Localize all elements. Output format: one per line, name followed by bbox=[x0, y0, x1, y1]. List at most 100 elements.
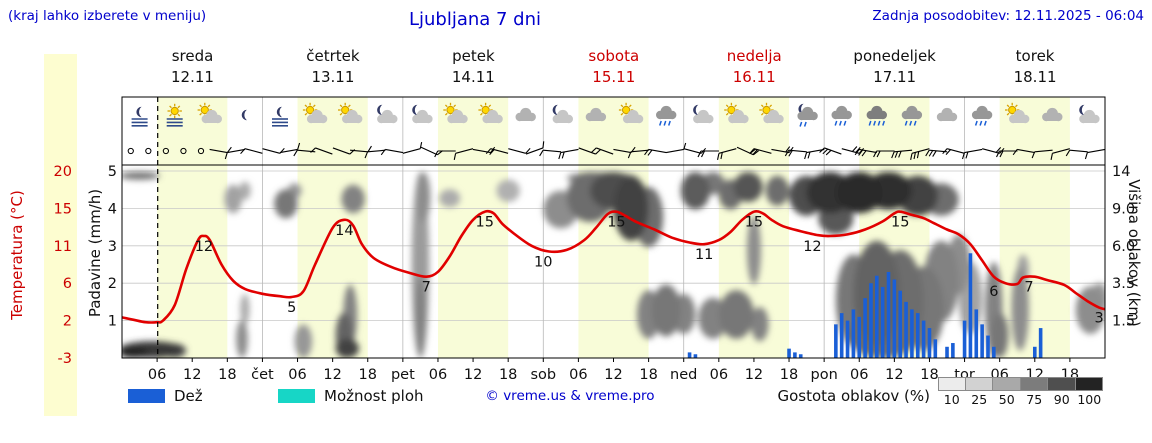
svg-text:15: 15 bbox=[54, 201, 72, 217]
day-date: 18.11 bbox=[1013, 68, 1057, 86]
day-date: 12.11 bbox=[171, 68, 214, 86]
day-header-četrtek: četrtek 13.11 bbox=[262, 46, 403, 88]
wind-barbs-row bbox=[127, 141, 1106, 161]
day-date: 13.11 bbox=[311, 68, 355, 86]
svg-text:3.5: 3.5 bbox=[1112, 276, 1135, 292]
svg-text:3: 3 bbox=[1095, 311, 1104, 327]
day-name: nedelja bbox=[726, 47, 782, 65]
density-label: 90 bbox=[1053, 392, 1070, 407]
svg-text:18: 18 bbox=[359, 367, 377, 383]
density-swatch-25 bbox=[965, 377, 993, 391]
svg-text:5: 5 bbox=[287, 300, 296, 316]
svg-text:12: 12 bbox=[885, 367, 903, 383]
moon-cloud-icon bbox=[693, 104, 714, 124]
copyright-link[interactable]: © vreme.us & vreme.pro bbox=[485, 388, 655, 404]
density-swatch-75 bbox=[1020, 377, 1048, 391]
page-title: Ljubljana 7 dni bbox=[408, 9, 542, 30]
moon-cloud-icon bbox=[1079, 104, 1100, 124]
day-name: torek bbox=[1015, 47, 1055, 65]
moon-cloud-icon bbox=[377, 104, 398, 124]
density-swatch-10 bbox=[938, 377, 966, 391]
moon-cloud-icon bbox=[552, 104, 573, 124]
sun-cloud-icon bbox=[618, 102, 644, 124]
svg-text:7: 7 bbox=[422, 280, 431, 296]
svg-text:3: 3 bbox=[108, 239, 117, 255]
weather-icons-row bbox=[131, 102, 1100, 127]
svg-text:12: 12 bbox=[323, 367, 341, 383]
svg-text:6: 6 bbox=[63, 276, 72, 292]
cloud-rain-icon bbox=[831, 105, 852, 126]
svg-text:9.0: 9.0 bbox=[1112, 201, 1135, 217]
day-name: ponedeljek bbox=[853, 47, 936, 65]
moon-cloud-rain-icon bbox=[797, 103, 818, 127]
rain-legend-label: Dež bbox=[174, 387, 203, 405]
svg-text:15: 15 bbox=[745, 215, 763, 231]
cloud-rain-icon bbox=[971, 105, 993, 126]
svg-text:11: 11 bbox=[695, 247, 713, 263]
density-swatch-100 bbox=[1075, 377, 1103, 391]
moon-cloud-icon bbox=[412, 104, 433, 124]
svg-text:18: 18 bbox=[639, 367, 657, 383]
sun-cloud-icon bbox=[1005, 102, 1030, 124]
cloud-rain-icon bbox=[901, 105, 923, 126]
svg-text:06: 06 bbox=[710, 367, 728, 383]
day-header-torek: torek 18.11 bbox=[965, 46, 1106, 88]
density-swatch-50 bbox=[993, 377, 1021, 391]
svg-text:2: 2 bbox=[108, 276, 117, 292]
density-label: 50 bbox=[998, 392, 1015, 407]
svg-text:18: 18 bbox=[920, 367, 938, 383]
temperature-curve bbox=[122, 209, 1105, 324]
svg-text:12: 12 bbox=[195, 239, 213, 255]
density-label: 25 bbox=[971, 392, 988, 407]
svg-text:12: 12 bbox=[464, 367, 482, 383]
axis-tick-labels: 5 4 3 2 1 20 15 11 6 2 -3 14 9.0 6.0 3.5 1.5 bbox=[54, 164, 1136, 367]
svg-text:ned: ned bbox=[670, 367, 697, 383]
svg-text:sob: sob bbox=[530, 367, 556, 383]
day-header-nedelja: nedelja 16.11 bbox=[684, 46, 825, 88]
sun-cloud-icon bbox=[302, 102, 328, 124]
cloud-heavy-rain-icon bbox=[866, 105, 887, 126]
density-label: 75 bbox=[1026, 392, 1043, 407]
temperature-point-labels: 12 5 14 7 15 10 15 11 15 12 15 6 7 3 bbox=[195, 215, 1104, 327]
svg-text:06: 06 bbox=[850, 367, 868, 383]
showers-legend-label: Možnost ploh bbox=[324, 387, 424, 405]
svg-text:11: 11 bbox=[54, 239, 72, 255]
svg-text:6.0: 6.0 bbox=[1112, 239, 1135, 255]
svg-text:15: 15 bbox=[476, 215, 494, 231]
cloud-icon bbox=[936, 107, 958, 122]
svg-text:1: 1 bbox=[108, 314, 117, 330]
sun-cloud-icon bbox=[724, 102, 749, 124]
svg-text:15: 15 bbox=[891, 215, 909, 231]
svg-text:12: 12 bbox=[183, 367, 201, 383]
svg-text:12: 12 bbox=[745, 367, 763, 383]
day-name: sobota bbox=[588, 47, 640, 65]
svg-text:20: 20 bbox=[54, 164, 72, 180]
svg-text:06: 06 bbox=[569, 367, 587, 383]
cloud-icon bbox=[515, 107, 536, 122]
svg-text:06: 06 bbox=[429, 367, 447, 383]
svg-text:14: 14 bbox=[1112, 164, 1130, 180]
density-swatch-90 bbox=[1048, 377, 1076, 391]
day-header-petek: petek 14.11 bbox=[403, 46, 544, 88]
svg-text:-3: -3 bbox=[58, 351, 72, 367]
svg-text:6: 6 bbox=[989, 284, 998, 300]
moon-fog-icon bbox=[131, 106, 148, 127]
rain-bars bbox=[687, 253, 1043, 358]
svg-text:18: 18 bbox=[780, 367, 798, 383]
sun-cloud-icon bbox=[338, 102, 363, 124]
svg-text:18: 18 bbox=[218, 367, 236, 383]
showers-legend-swatch bbox=[278, 389, 315, 403]
svg-text:1.5: 1.5 bbox=[1112, 314, 1135, 330]
svg-text:14: 14 bbox=[335, 223, 353, 239]
density-cell: 10 bbox=[938, 377, 966, 407]
day-date: 14.11 bbox=[451, 68, 495, 86]
density-label: 100 bbox=[1077, 392, 1102, 407]
rain-legend-swatch bbox=[128, 389, 165, 403]
svg-text:pet: pet bbox=[391, 367, 415, 383]
location-menu-hint: (kraj lahko izberete v meniju) bbox=[8, 8, 207, 24]
density-cell: 25 bbox=[965, 377, 993, 407]
cloud-icon bbox=[585, 107, 607, 122]
day-date: 16.11 bbox=[732, 68, 776, 86]
day-name: četrtek bbox=[306, 47, 360, 65]
